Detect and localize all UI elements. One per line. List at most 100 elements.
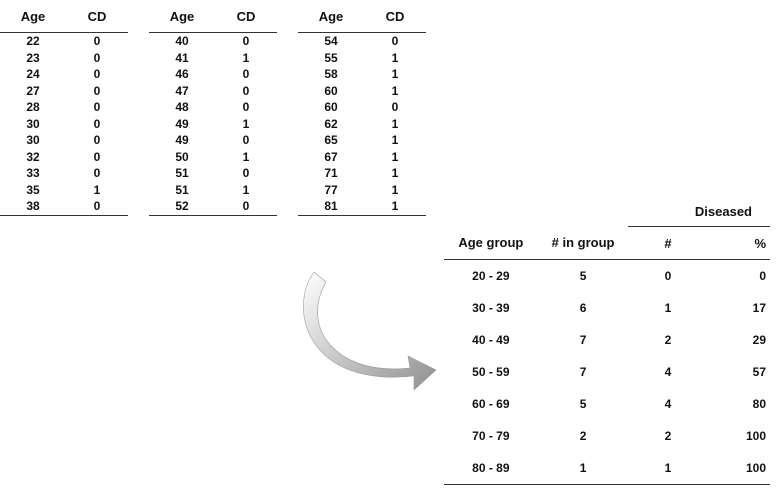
table-row: 60 0	[298, 99, 426, 116]
age-value: 65	[324, 133, 338, 148]
age-value: 30	[26, 116, 40, 131]
diseased-count-cell: 2	[664, 333, 672, 347]
cd-value: 0	[242, 133, 250, 148]
diseased-count-cell: 2	[664, 429, 672, 443]
table-row: 20 - 29 5 0 0	[444, 260, 770, 293]
age-value: 33	[26, 166, 40, 181]
cd-value: 0	[242, 100, 250, 115]
diseased-count-cell: 4	[664, 397, 672, 411]
table-row: 55 1	[298, 50, 426, 67]
table-row: 47 0	[149, 83, 277, 100]
cd-value: 1	[391, 166, 399, 181]
cd-value: 1	[391, 50, 399, 65]
age-value: 71	[324, 166, 338, 181]
age-value: 60	[324, 83, 338, 98]
diseased-percent-cell: 17	[752, 301, 766, 315]
age-value: 47	[175, 83, 189, 98]
diseased-count-header: #	[628, 226, 708, 260]
table-row: 71 1	[298, 165, 426, 182]
age-group-cell: 50 - 59	[472, 365, 510, 379]
age-group-cell: 70 - 79	[472, 429, 510, 443]
cd-value: 1	[364, 198, 426, 216]
age-value: 23	[26, 50, 40, 65]
table-row: 38 0	[0, 198, 128, 216]
raw-data-table-3: Age CD 54 0 55 1 58 1 60 1 60 0 62 1 65 1 67 1 71 1 77 1 81 1	[298, 0, 426, 216]
cd-value: 1	[391, 182, 399, 197]
cd-value: 0	[93, 34, 101, 49]
cd-value: 0	[242, 34, 250, 49]
age-value: 58	[324, 67, 338, 82]
diseased-count-cell: 0	[664, 269, 672, 283]
cd-value: 0	[391, 100, 399, 115]
age-value: 30	[26, 133, 40, 148]
table-row: 48 0	[149, 99, 277, 116]
cd-value: 0	[93, 83, 101, 98]
table-row: 30 0	[0, 116, 128, 133]
age-value: 81	[298, 198, 364, 216]
group-count-cell: 1	[537, 452, 629, 485]
group-count-cell: 7	[579, 333, 587, 347]
table-row: 65 1	[298, 132, 426, 149]
age-value: 32	[26, 149, 40, 164]
table-row: 51 0	[149, 165, 277, 182]
raw-data-table-2: Age CD 40 0 41 1 46 0 47 0 48 0 49 1 49 0 50 1 51 0 51 1 52 0	[149, 0, 277, 216]
table-row: 62 1	[298, 116, 426, 133]
age-value: 55	[324, 50, 338, 65]
age-value: 51	[175, 166, 189, 181]
table-row: 28 0	[0, 99, 128, 116]
age-value: 27	[26, 83, 40, 98]
age-group-cell: 60 - 69	[472, 397, 510, 411]
table-row: 50 1	[149, 149, 277, 166]
table-row: 60 1	[298, 83, 426, 100]
table-row: 46 0	[149, 66, 277, 83]
table-row: 32 0	[0, 149, 128, 166]
cd-value: 1	[242, 50, 250, 65]
age-value: 54	[324, 34, 338, 49]
table-row: 60 - 69 5 4 80	[444, 388, 770, 420]
table-row: 80 - 89 1 1 100	[444, 452, 770, 485]
age-value: 49	[175, 133, 189, 148]
age-value: 77	[324, 182, 338, 197]
age-group-cell: 80 - 89	[444, 452, 538, 485]
cd-value: 0	[93, 116, 101, 131]
age-value: 40	[175, 34, 189, 49]
cd-value: 1	[391, 149, 399, 164]
cd-value: 0	[242, 166, 250, 181]
cd-value: 0	[93, 133, 101, 148]
age-column-header: Age	[149, 0, 215, 33]
age-group-cell: 40 - 49	[472, 333, 510, 347]
cd-value: 1	[242, 182, 250, 197]
table-row: 58 1	[298, 66, 426, 83]
count-in-group-header: # in group	[537, 226, 629, 260]
age-value: 48	[175, 100, 189, 115]
table-row: 33 0	[0, 165, 128, 182]
age-value: 38	[0, 198, 66, 216]
cd-column-header: CD	[66, 0, 128, 33]
age-value: 49	[175, 116, 189, 131]
age-value: 24	[26, 67, 40, 82]
table-row: 51 1	[149, 182, 277, 199]
table-row: 30 0	[0, 132, 128, 149]
age-value: 28	[26, 100, 40, 115]
table-row: 27 0	[0, 83, 128, 100]
age-column-header: Age	[298, 0, 364, 33]
cd-value: 0	[93, 67, 101, 82]
cd-value: 0	[215, 198, 277, 216]
cd-value: 1	[391, 116, 399, 131]
age-group-summary-table: Diseased Age group # in group # % 20 - 2…	[444, 196, 770, 485]
table-row: 40 - 49 7 2 29	[444, 324, 770, 356]
diseased-percent-cell: 57	[752, 365, 766, 379]
age-column-header: Age	[0, 0, 66, 33]
diseased-count-cell: 4	[664, 365, 672, 379]
age-group-cell: 30 - 39	[472, 301, 510, 315]
table-row: 81 1	[298, 198, 426, 216]
diseased-count-cell: 1	[628, 452, 708, 485]
age-value: 50	[175, 149, 189, 164]
table-row: 30 - 39 6 1 17	[444, 292, 770, 324]
cd-value: 0	[93, 166, 101, 181]
age-value: 35	[26, 182, 40, 197]
table-row: 49 1	[149, 116, 277, 133]
cd-value: 1	[93, 182, 101, 197]
cd-value: 1	[242, 149, 250, 164]
table-row: 49 0	[149, 132, 277, 149]
